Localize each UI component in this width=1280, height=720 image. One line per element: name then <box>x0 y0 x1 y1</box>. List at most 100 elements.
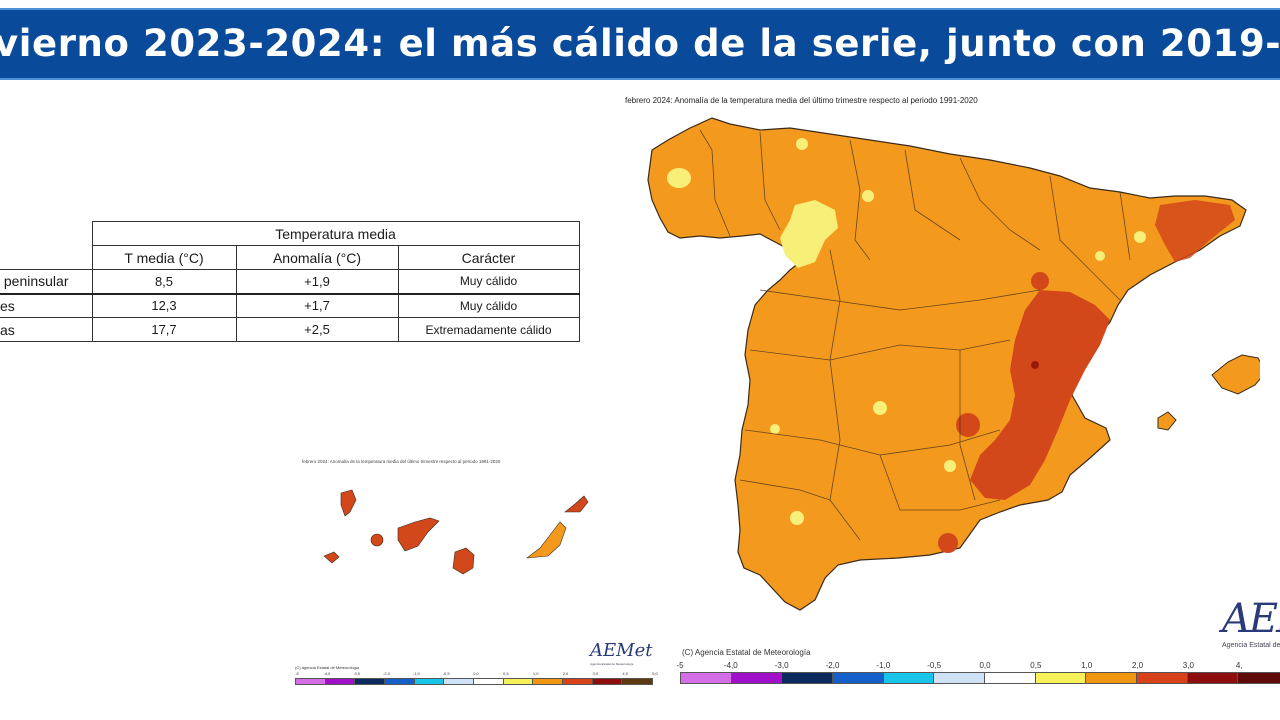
cell-caracter: Extremadamente cálido <box>397 317 580 342</box>
legend-swatch <box>1136 673 1188 683</box>
legend-tick-label: 0,0 <box>979 661 991 670</box>
legend-tick-label: 1,0 <box>1081 661 1093 670</box>
legend-tick-label: 2,0 <box>1131 661 1144 670</box>
legend-swatch <box>384 679 415 684</box>
hot-spot-soria <box>1031 272 1049 290</box>
la-gomera-shape <box>370 533 384 547</box>
legend-tick-label: -1,0 <box>412 671 420 676</box>
legend-swatch <box>325 679 356 684</box>
cell-t-media: 8,5 <box>91 269 237 294</box>
row-label: as <box>0 317 93 342</box>
legend-tick-label: 3,0 <box>1182 661 1194 670</box>
spain-anomaly-map <box>647 117 1260 611</box>
legend-tick-label: -5 <box>295 671 299 676</box>
legend-swatch <box>592 679 623 684</box>
legend-swatch <box>562 679 593 684</box>
legend-tick-label: -4,0 <box>723 661 738 670</box>
legend-tick-label: -2,0 <box>825 661 840 670</box>
aemet-logo: AEM Agencia Estatal de <box>1222 596 1280 649</box>
cell-caracter: Muy cálido <box>397 292 580 318</box>
legend-swatch <box>414 679 445 684</box>
main-map-caption: febrero 2024: Anomalía de la temperatura… <box>625 96 978 105</box>
cool-zone-galicia <box>667 168 691 188</box>
cell-anomalia: +2,5 <box>235 317 399 342</box>
cool-spot <box>944 460 956 472</box>
legend-tick-label: 3,0 <box>592 671 599 676</box>
main-legend: (C) Agencia Estatal de Meteorología -5 -4… <box>676 648 1280 688</box>
legend-swatch <box>1035 673 1087 683</box>
lanzarote-shape <box>564 495 589 513</box>
row-label-text: peninsular <box>3 273 69 290</box>
legend-tick-label: -3,0 <box>353 671 361 676</box>
legend-tick-label: 0,5 <box>503 671 509 676</box>
legend-swatch <box>1238 673 1280 683</box>
hot-spot-cuenca <box>956 413 980 437</box>
column-header-t-media: T media (°C) <box>91 245 237 270</box>
main-legend-bar <box>680 672 1280 684</box>
canary-legend: (C) Agencia Estatal de Meteorología -5 -4… <box>295 665 658 690</box>
legend-swatch <box>832 673 884 683</box>
legend-tick-label: -2,0 <box>383 671 390 676</box>
legend-tick-label: 0,0 <box>473 671 479 676</box>
hot-spot-dark <box>1031 361 1039 369</box>
table-corner <box>0 245 93 270</box>
hot-zone-catalonia <box>1155 200 1235 262</box>
legend-tick-label: -0,5 <box>927 661 942 670</box>
table-corner <box>0 221 93 246</box>
cool-spot <box>796 138 808 150</box>
legend-tick-label: 5,0 <box>652 671 658 676</box>
cell-anomalia: +1,9 <box>235 269 399 294</box>
ibiza-shape <box>1157 411 1177 431</box>
legend-tick-label: 4, <box>1235 661 1243 670</box>
cell-anomalia: +1,7 <box>235 292 399 318</box>
cool-spot <box>770 424 780 434</box>
legend-tick-label: 2,0 <box>562 671 569 676</box>
legend-swatch <box>681 673 732 683</box>
legend-swatch <box>1187 673 1239 683</box>
table-group-header-row: Temperatura media <box>0 221 580 246</box>
canary-map-caption: febrero 2024: Anomalía de la temperatura… <box>302 459 501 464</box>
cool-spot <box>1134 231 1146 243</box>
legend-swatch <box>731 673 783 683</box>
cool-spot <box>1095 251 1105 261</box>
legend-swatch <box>296 679 326 684</box>
legend-swatch <box>622 679 652 684</box>
fuerteventura-shape <box>525 521 567 559</box>
gran-canaria-shape <box>452 547 475 575</box>
aemet-logo-small: AEMet Agencia Estatal de Meteorología <box>590 640 652 666</box>
legend-tick-label: -4,0 <box>323 671 331 676</box>
table-row: es 12,3 +1,7 Muy cálido <box>0 292 580 318</box>
mallorca-shape <box>1211 354 1260 395</box>
aemet-logo-text: AEM <box>1222 596 1280 642</box>
cool-spot <box>862 190 874 202</box>
aemet-logo-subtitle: Agencia Estatal de Meteorología <box>590 662 634 666</box>
legend-tick-label: 1,0 <box>532 671 539 676</box>
canary-anomaly-map <box>323 489 589 575</box>
main-legend-copyright: (C) Agencia Estatal de Meteorología <box>682 648 811 657</box>
legend-swatch <box>782 673 833 683</box>
canary-legend-bar <box>295 678 653 685</box>
column-header-anomalia: Anomalía (°C) <box>235 245 399 270</box>
cool-zone-leon <box>780 200 838 268</box>
legend-swatch <box>503 679 534 684</box>
tenerife-shape <box>397 517 440 552</box>
legend-swatch <box>883 673 935 683</box>
table-header-row: T media (°C) Anomalía (°C) Carácter <box>0 245 580 270</box>
legend-swatch <box>355 679 385 684</box>
table-row: peninsular 8,5 +1,9 Muy cálido <box>0 269 580 294</box>
legend-swatch <box>444 679 474 684</box>
cell-t-media: 17,7 <box>91 317 237 342</box>
hot-spot-almeria <box>938 533 958 553</box>
cell-t-media: 12,3 <box>91 292 237 318</box>
page-title: vierno 2023-2024: el más cálido de la se… <box>0 22 1280 65</box>
hot-zone-east <box>970 290 1110 500</box>
legend-swatch <box>984 673 1036 683</box>
cool-spot <box>873 401 887 415</box>
canary-legend-ticks: -5 -4,0 -3,0 -2,0 -1,0 -0,5 0,0 0,5 1,0 2,0 3,0 4,0… <box>295 671 658 677</box>
cool-spot <box>790 511 804 525</box>
legend-swatch <box>934 673 985 683</box>
legend-tick-label: 0,5 <box>1030 661 1042 670</box>
legend-swatch <box>533 679 563 684</box>
aemet-logo-subtitle: Agencia Estatal de <box>1222 642 1280 649</box>
main-legend-ticks: -5 -4,0 -3,0 -2,0 -1,0 -0,5 0,0 0,5 1,0 2,0 3,0 4, <box>676 661 1280 671</box>
